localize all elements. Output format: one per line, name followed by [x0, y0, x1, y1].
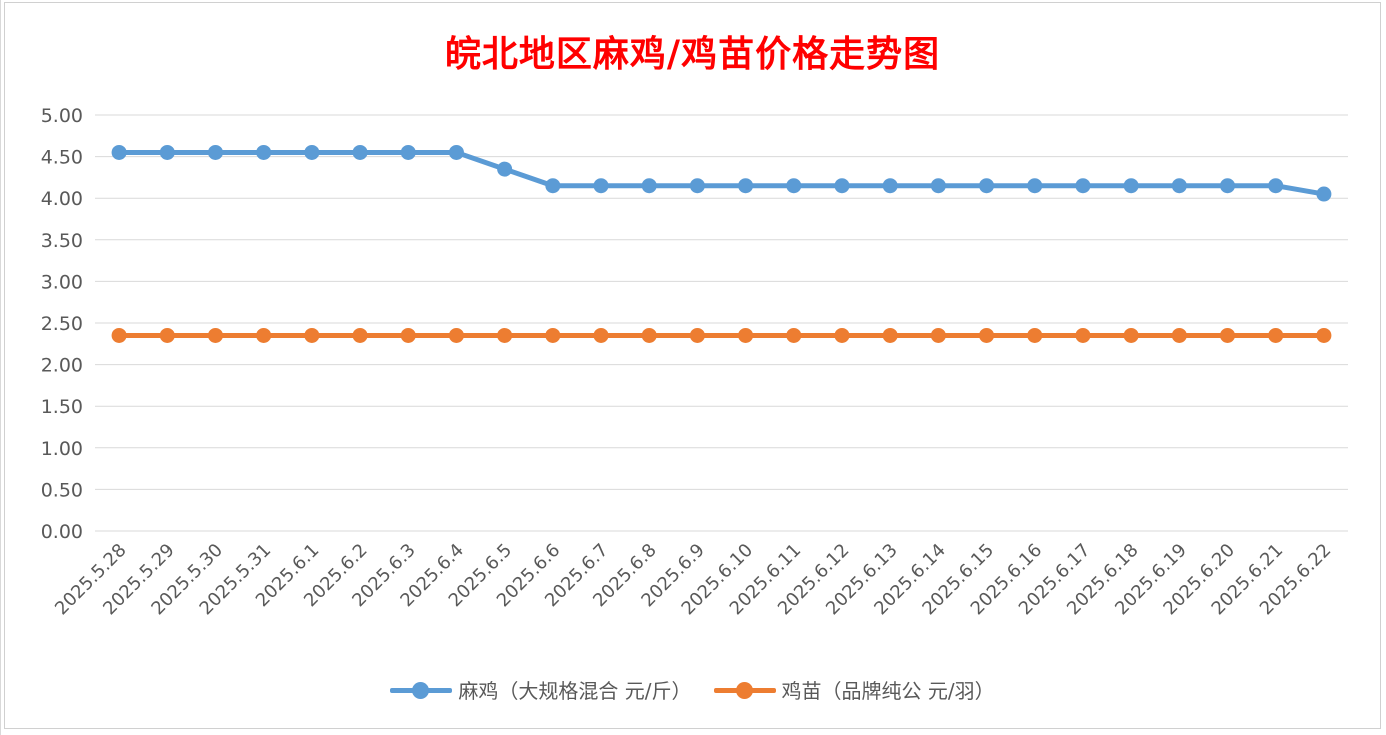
- data-point: [304, 327, 320, 343]
- data-point: [738, 327, 754, 343]
- data-point: [497, 327, 513, 343]
- data-point: [207, 327, 223, 343]
- chart-area[interactable]: 皖北地区麻鸡/鸡苗价格走势图 0.00 0.50 1.00 1.50 2.00 2.50 3…: [4, 2, 1381, 729]
- y-tick-label: 4.00: [41, 188, 83, 210]
- data-point: [1268, 327, 1284, 343]
- data-point: [352, 144, 368, 160]
- data-point: [689, 178, 705, 194]
- data-point: [159, 144, 175, 160]
- y-tick-label: 1.00: [41, 438, 83, 460]
- legend-label: 鸡苗（品牌纯公 元/羽）: [781, 679, 995, 703]
- y-tick-label: 2.00: [41, 355, 83, 377]
- data-point: [882, 178, 898, 194]
- data-point: [1220, 327, 1236, 343]
- legend-item-1: 麻鸡（大规格混合 元/斤）: [390, 675, 692, 704]
- data-point: [930, 327, 946, 343]
- y-tick-label: 1.50: [41, 396, 83, 418]
- data-point: [256, 327, 272, 343]
- data-point: [159, 327, 175, 343]
- data-point: [352, 327, 368, 343]
- data-point: [545, 178, 561, 194]
- series-line-1: [116, 149, 1327, 197]
- data-point: [304, 144, 320, 160]
- data-point: [1316, 327, 1332, 343]
- y-tick-label: 3.00: [41, 271, 83, 293]
- legend-item-2: 鸡苗（品牌纯公 元/羽）: [713, 675, 995, 704]
- data-point: [1171, 327, 1187, 343]
- data-point: [1123, 178, 1139, 194]
- data-point: [111, 144, 127, 160]
- legend-marker-icon: [390, 680, 453, 700]
- plot-area: 0.00 0.50 1.00 1.50 2.00 2.50 3.00 3.50 4.00 4.50…: [41, 105, 1348, 619]
- y-tick-label: 4.50: [41, 147, 83, 169]
- y-tick-label: 0.50: [41, 479, 83, 501]
- data-point: [689, 327, 705, 343]
- data-point: [1268, 178, 1284, 194]
- data-point: [930, 178, 946, 194]
- data-point: [641, 327, 657, 343]
- data-point: [593, 327, 609, 343]
- data-point: [1171, 178, 1187, 194]
- data-point: [641, 178, 657, 194]
- data-point: [786, 178, 802, 194]
- data-point: [448, 327, 464, 343]
- data-point: [1220, 178, 1236, 194]
- data-point: [400, 144, 416, 160]
- data-point: [1075, 327, 1091, 343]
- data-point: [834, 178, 850, 194]
- data-point: [979, 327, 995, 343]
- data-point: [882, 327, 898, 343]
- data-point: [593, 178, 609, 194]
- data-point: [111, 327, 127, 343]
- chart-title: 皖北地区麻鸡/鸡苗价格走势图: [444, 33, 941, 75]
- data-point: [786, 327, 802, 343]
- data-point: [1027, 327, 1043, 343]
- y-tick-label: 2.50: [41, 313, 83, 335]
- data-point: [256, 144, 272, 160]
- data-point: [448, 144, 464, 160]
- data-point: [400, 327, 416, 343]
- data-point: [545, 327, 561, 343]
- data-point: [1316, 186, 1332, 202]
- data-point: [1027, 178, 1043, 194]
- y-tick-label: 3.50: [41, 230, 83, 252]
- data-point: [834, 327, 850, 343]
- data-point: [207, 144, 223, 160]
- legend-marker-icon: [713, 680, 776, 700]
- data-point: [1075, 178, 1091, 194]
- legend-label: 麻鸡（大规格混合 元/斤）: [458, 679, 692, 703]
- data-point: [738, 178, 754, 194]
- y-tick-label: 0.00: [41, 521, 83, 543]
- y-tick-label: 5.00: [41, 105, 83, 127]
- data-point: [497, 161, 513, 177]
- data-point: [1123, 327, 1139, 343]
- legend: 麻鸡（大规格混合 元/斤） 鸡苗（品牌纯公 元/羽）: [5, 675, 1380, 704]
- data-point: [979, 178, 995, 194]
